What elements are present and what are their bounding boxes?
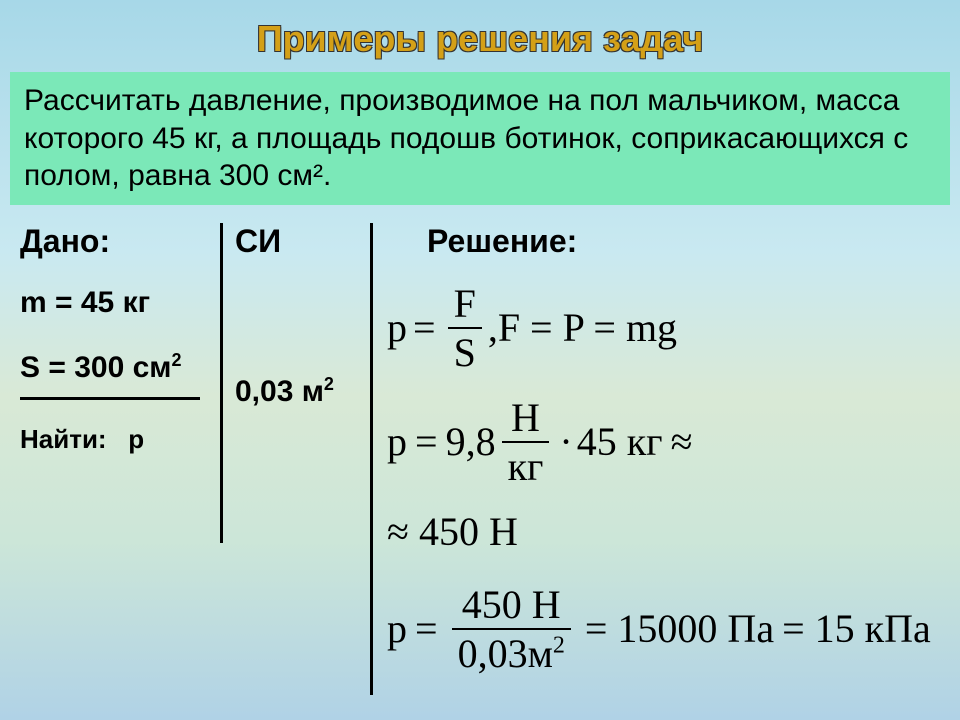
si-heading: СИ bbox=[235, 223, 370, 260]
equation-1: p = F S , F = P = mg bbox=[387, 280, 940, 376]
find-line: Найти: p bbox=[20, 424, 210, 455]
equation-2: p = 9,8 H кг · 45 кг ≈ bbox=[387, 394, 940, 490]
si-area: 0,03 м2 bbox=[235, 374, 370, 409]
page-title: Примеры решения задач bbox=[0, 0, 960, 60]
si-column: СИ 0,03 м2 bbox=[220, 223, 370, 543]
solution-column: Решение: p = F S , F = P = mg p = 9,8 H … bbox=[370, 223, 940, 695]
given-heading: Дано: bbox=[20, 223, 210, 260]
equation-4: p = 450 H 0,03м2 = 15000 Па = 15 кПа bbox=[387, 581, 940, 677]
content-area: Дано: m = 45 кг S = 300 см2 Найти: p СИ … bbox=[0, 223, 960, 695]
solution-heading: Решение: bbox=[427, 223, 940, 260]
given-mass: m = 45 кг bbox=[20, 286, 210, 320]
equation-3: ≈ 450 H bbox=[387, 508, 940, 555]
given-divider bbox=[20, 397, 200, 400]
given-area: S = 300 см2 bbox=[20, 350, 210, 385]
problem-statement: Рассчитать давление, производимое на пол… bbox=[10, 72, 950, 205]
given-column: Дано: m = 45 кг S = 300 см2 Найти: p bbox=[20, 223, 220, 543]
